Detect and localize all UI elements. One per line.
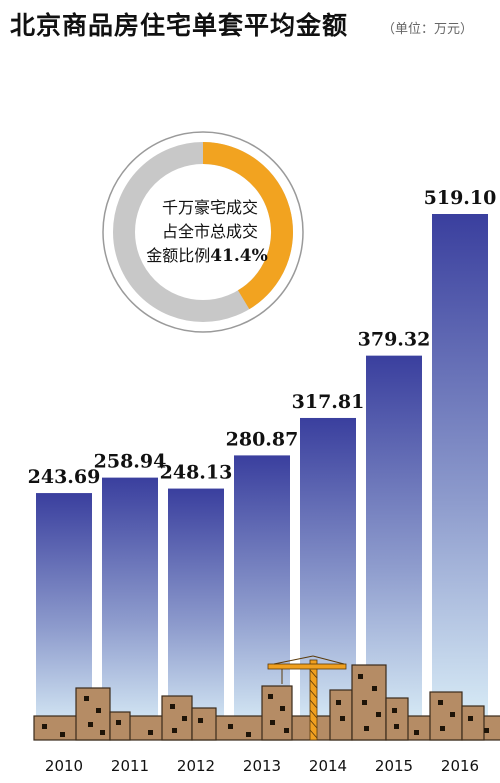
- crane-truss: [309, 729, 318, 739]
- city-skyline-illustration: [33, 664, 500, 741]
- building-window: [340, 716, 345, 721]
- building-window: [280, 706, 285, 711]
- city-building: [261, 685, 293, 741]
- x-tick-2012: 2012: [177, 757, 215, 775]
- bar-2011: [102, 477, 158, 740]
- donut-outer-ring: [102, 131, 304, 333]
- city-building: [429, 691, 463, 741]
- donut-slice-share: [202, 142, 293, 310]
- building-window: [440, 726, 445, 731]
- bar-2014: [300, 417, 356, 740]
- value-label-2013: 280.87: [226, 428, 299, 450]
- x-tick-2016: 2016: [441, 757, 479, 775]
- donut-text-line2: 占全市总成交: [162, 222, 258, 241]
- city-building: [191, 707, 217, 741]
- building-window: [484, 728, 489, 733]
- x-axis-labels: 2010 2011 2012 2013 2014 2015 2016: [45, 757, 479, 775]
- building-window: [358, 674, 363, 679]
- donut-text-line1: 千万豪宅成交: [162, 198, 258, 217]
- building-window: [414, 730, 419, 735]
- building-window: [336, 700, 341, 705]
- value-label-2012: 248.13: [160, 462, 233, 484]
- building-window: [172, 728, 177, 733]
- building-window: [198, 718, 203, 723]
- building-window: [468, 716, 473, 721]
- donut-text-line3: 金额比例41.4%: [146, 246, 268, 266]
- building-window: [376, 712, 381, 717]
- building-window: [450, 712, 455, 717]
- unit-label: （单位：万元）: [382, 22, 474, 37]
- crane-cable: [312, 655, 345, 665]
- building-window: [96, 708, 101, 713]
- building-window: [182, 716, 187, 721]
- building-window: [392, 708, 397, 713]
- building-window: [372, 686, 377, 691]
- city-building: [385, 697, 409, 741]
- building-window: [84, 696, 89, 701]
- value-label-2010: 243.69: [28, 466, 101, 488]
- donut-inset: 千万豪宅成交 占全市总成交 金额比例41.4%: [102, 131, 304, 333]
- crane-truss: [309, 719, 318, 729]
- building-window: [100, 730, 105, 735]
- building-window: [394, 724, 399, 729]
- bar-2016: [432, 214, 488, 740]
- x-tick-2011: 2011: [111, 757, 149, 775]
- x-tick-2013: 2013: [243, 757, 281, 775]
- crane-truss: [309, 699, 318, 709]
- city-building: [461, 705, 485, 741]
- building-window: [268, 694, 273, 699]
- building-window: [60, 732, 65, 737]
- building-window: [284, 728, 289, 733]
- crane-truss: [309, 689, 318, 699]
- crane-mast: [309, 659, 318, 741]
- building-window: [148, 730, 153, 735]
- city-building: [329, 689, 353, 741]
- building-window: [42, 724, 47, 729]
- building-window: [228, 724, 233, 729]
- crane-truss: [309, 679, 318, 689]
- building-window: [270, 720, 275, 725]
- bar-series: [36, 214, 488, 740]
- building-window: [364, 726, 369, 731]
- city-building: [109, 711, 131, 741]
- crane-truss: [309, 669, 318, 679]
- building-window: [246, 732, 251, 737]
- value-label-2016: 519.10: [424, 187, 497, 209]
- donut-text-line3-prefix: 金额比例: [146, 246, 210, 265]
- crane-cable: [273, 655, 314, 665]
- construction-crane-illustration: [267, 655, 347, 741]
- x-tick-2015: 2015: [375, 757, 413, 775]
- city-building: [161, 695, 193, 741]
- building-window: [362, 700, 367, 705]
- building-window: [116, 720, 121, 725]
- x-tick-2014: 2014: [309, 757, 347, 775]
- chart-title: 北京商品房住宅单套平均金额: [10, 11, 349, 40]
- crane-truss: [309, 709, 318, 719]
- value-label-2014: 317.81: [292, 391, 365, 413]
- building-window: [438, 700, 443, 705]
- x-tick-2010: 2010: [45, 757, 83, 775]
- building-window: [170, 704, 175, 709]
- value-label-2015: 379.32: [358, 329, 431, 351]
- donut-value-label: 41.4%: [210, 246, 268, 266]
- crane-jib: [267, 663, 347, 670]
- building-window: [88, 722, 93, 727]
- value-label-2011: 258.94: [94, 451, 167, 473]
